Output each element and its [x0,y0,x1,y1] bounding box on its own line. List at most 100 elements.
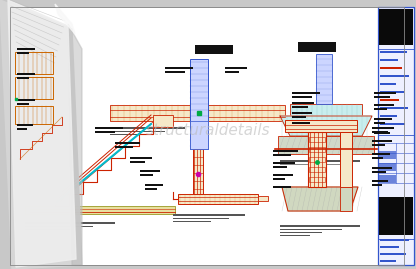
Bar [379,151,396,159]
Bar [380,58,398,61]
Bar [190,59,208,149]
Bar [273,186,291,188]
Bar [193,144,203,194]
Bar [280,225,360,227]
Bar [195,45,233,54]
Bar [165,66,193,69]
Bar [115,146,133,148]
Bar [225,71,239,73]
Bar [379,197,413,235]
Bar [374,104,394,106]
Bar [273,161,295,164]
Bar [273,154,291,156]
Bar [308,132,326,187]
Bar [273,174,293,176]
Bar [140,174,153,176]
Bar [273,178,285,180]
Bar [285,120,357,132]
Bar [225,66,247,69]
Bar [309,147,325,152]
Bar [173,218,229,219]
Bar [372,184,382,186]
Bar [379,175,396,183]
Bar [374,118,392,120]
Bar [17,128,27,130]
Bar [280,228,342,230]
Bar [25,206,175,214]
Bar [380,115,396,117]
Bar [25,225,93,227]
Text: structuraldetails: structuraldetails [146,123,270,138]
Bar [145,188,157,190]
Bar [292,91,320,94]
Bar [380,51,407,53]
Bar [380,260,396,262]
Bar [280,160,360,162]
Bar [280,232,322,233]
Bar [380,122,405,125]
Bar [17,123,33,126]
Bar [273,166,287,168]
Bar [15,52,53,74]
Bar [280,235,310,236]
Bar [380,66,402,69]
Polygon shape [282,187,358,211]
Bar [153,115,173,127]
Bar [17,98,35,101]
Bar [374,122,385,124]
Bar [25,228,70,230]
Bar [340,132,352,187]
Bar [110,133,150,135]
Bar [292,116,306,118]
Bar [290,104,362,116]
Bar [17,73,35,75]
Bar [372,167,392,169]
Bar [110,130,165,132]
Bar [309,157,325,162]
Bar [17,103,29,105]
Bar [372,140,392,142]
Bar [372,179,388,182]
Bar [130,157,152,159]
Bar [165,71,185,73]
Bar [178,194,258,204]
Bar [316,54,332,104]
Bar [15,106,53,124]
Bar [374,96,390,98]
Polygon shape [8,0,76,267]
Bar [380,246,399,248]
Bar [372,153,390,155]
Polygon shape [280,116,372,136]
Bar [115,141,140,144]
Bar [130,161,145,163]
Bar [380,253,406,255]
Bar [340,187,352,211]
Bar [292,122,310,124]
Polygon shape [68,24,82,265]
Bar [17,48,35,50]
Bar [15,77,53,99]
Bar [258,196,268,201]
Bar [380,75,409,77]
Bar [379,163,396,171]
Bar [380,239,409,241]
Bar [372,144,385,146]
Bar [173,214,245,216]
Bar [374,132,390,134]
Bar [280,164,340,165]
Bar [380,90,404,93]
Bar [110,127,185,129]
Bar [140,169,160,172]
Bar [380,107,408,109]
Bar [372,157,383,159]
Bar [292,96,312,98]
Bar [190,121,208,149]
Bar [309,167,325,172]
Bar [278,136,374,154]
Bar [372,126,394,129]
Bar [378,7,414,265]
Bar [374,108,387,110]
Bar [17,52,29,54]
Bar [309,177,325,182]
Bar [25,222,115,224]
